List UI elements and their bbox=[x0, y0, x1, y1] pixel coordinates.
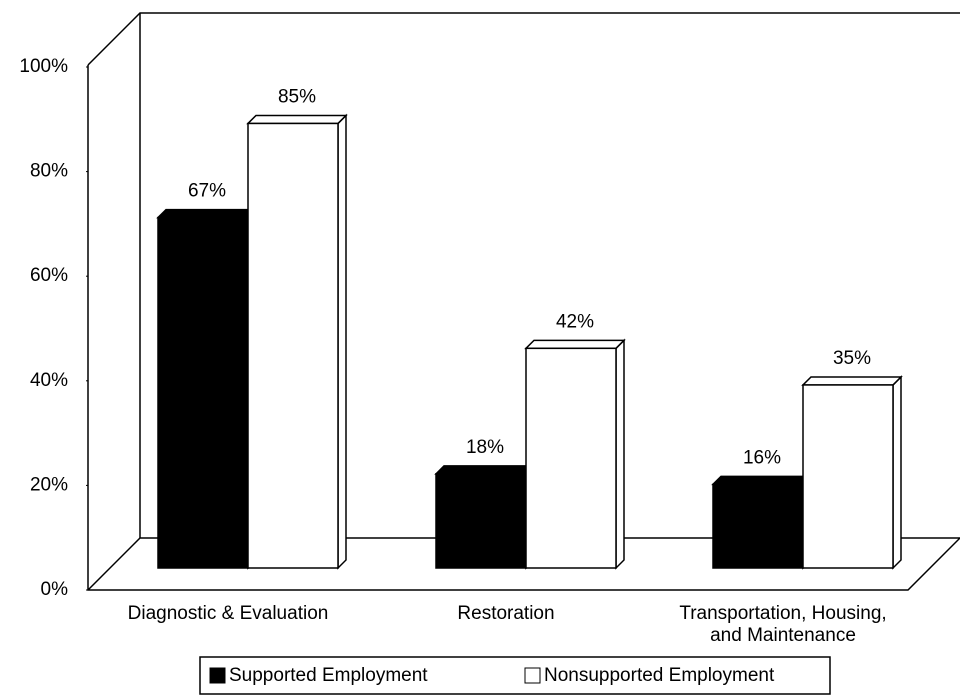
data-label: 85% bbox=[278, 86, 316, 107]
data-label: 35% bbox=[833, 348, 871, 369]
legend-swatch bbox=[209, 667, 226, 684]
back-wall-edge bbox=[87, 12, 960, 66]
bar-top bbox=[434, 465, 536, 475]
bar bbox=[712, 483, 804, 569]
bar-top bbox=[711, 475, 813, 486]
bar-side bbox=[337, 113, 347, 570]
legend-box bbox=[199, 656, 831, 695]
bar bbox=[157, 216, 249, 569]
bar bbox=[435, 473, 527, 569]
data-label: 42% bbox=[556, 311, 594, 332]
y-tick-label: 100% bbox=[19, 56, 68, 77]
y-tick-label: 60% bbox=[30, 265, 68, 286]
legend-label: Nonsupported Employment bbox=[544, 665, 775, 686]
y-tick-label: 40% bbox=[30, 370, 68, 391]
bar-side bbox=[892, 375, 902, 570]
data-label: 16% bbox=[743, 447, 781, 468]
bar-side bbox=[615, 338, 625, 570]
legend-label: Supported Employment bbox=[229, 665, 428, 686]
data-label: 67% bbox=[188, 181, 226, 202]
bar-top bbox=[246, 114, 348, 125]
legend-swatch bbox=[524, 667, 541, 684]
bar-top bbox=[524, 339, 626, 350]
bar-top bbox=[801, 376, 903, 386]
bar bbox=[247, 122, 339, 569]
x-tick-label: Restoration bbox=[457, 603, 555, 624]
floor-edge bbox=[87, 65, 960, 591]
y-tick-label: 80% bbox=[30, 161, 68, 182]
x-tick-label: Transportation, Housing, and Maintenance bbox=[679, 603, 887, 646]
data-label: 18% bbox=[466, 437, 504, 458]
y-tick-label: 0% bbox=[41, 579, 69, 600]
y-tick-label: 20% bbox=[30, 474, 68, 495]
x-tick-label: Diagnostic & Evaluation bbox=[127, 603, 329, 624]
bar-top bbox=[156, 208, 258, 219]
bar bbox=[802, 384, 894, 569]
bar bbox=[525, 347, 617, 569]
